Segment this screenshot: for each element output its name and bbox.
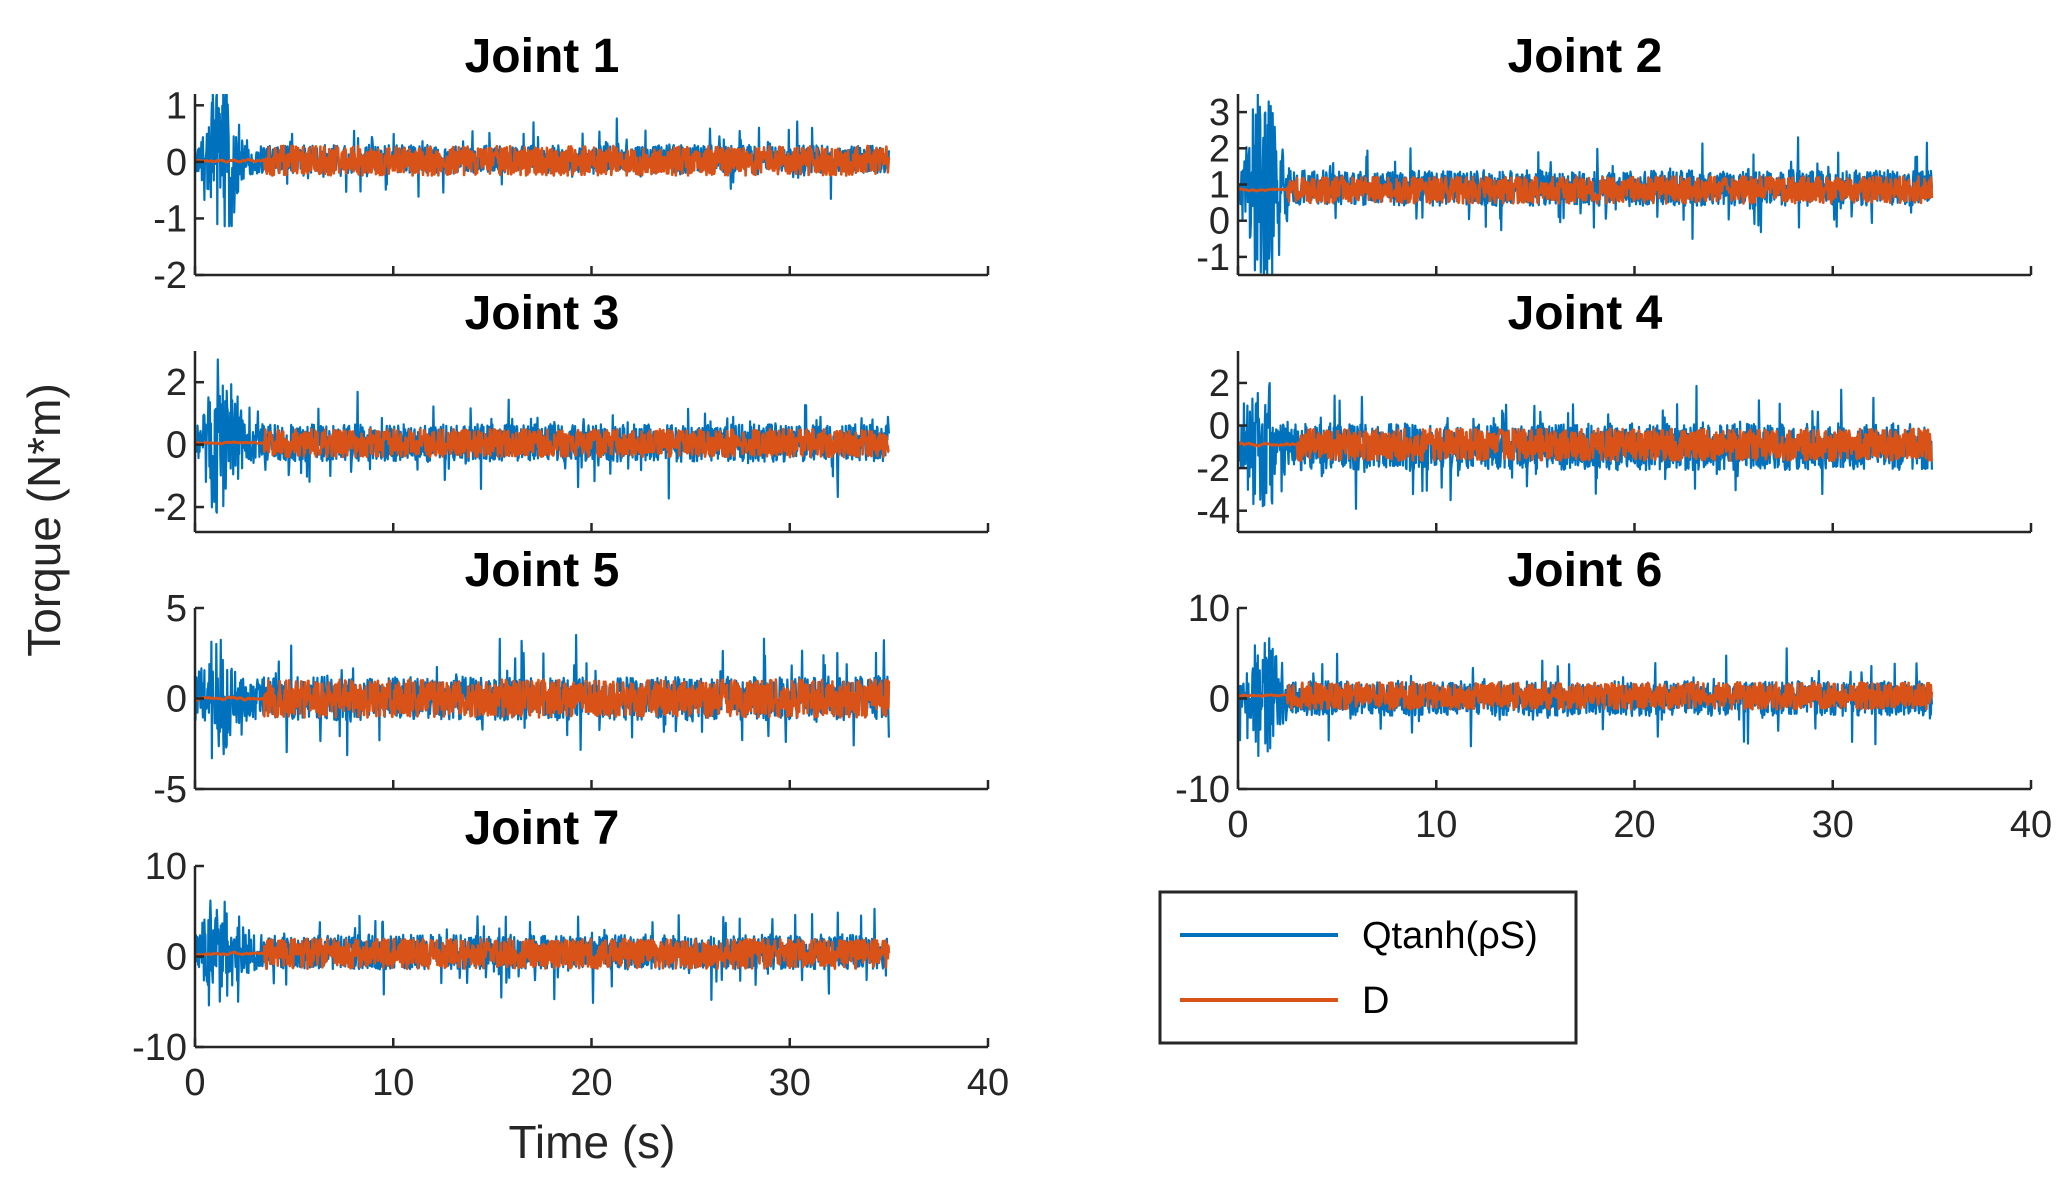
plot-area-joint-1	[195, 94, 891, 228]
x-tick-label-joint-6-1: 10	[1415, 804, 1457, 846]
panel-title-joint-5: Joint 5	[465, 544, 620, 597]
series-d-line-joint-1	[195, 144, 891, 177]
y-tick-label-joint-1-0: -2	[153, 255, 187, 297]
x-tick-label-joint-6-0: 0	[1227, 804, 1248, 846]
panel-title-joint-7: Joint 7	[465, 802, 620, 855]
y-tick-label-joint-7-0: -10	[132, 1027, 187, 1069]
x-tick-label-joint-7-1: 10	[372, 1062, 414, 1104]
plot-area-joint-3	[195, 358, 890, 514]
series-d-line-joint-7	[195, 937, 891, 971]
series-d-line-joint-4	[1238, 427, 1934, 463]
y-tick-label-joint-1-3: 1	[166, 85, 187, 127]
y-tick-label-joint-4-3: 2	[1209, 363, 1230, 405]
plot-area-joint-5	[195, 633, 891, 760]
series-d-line-joint-2	[1238, 175, 1934, 205]
legend-label-qtanh: Qtanh(ρS)	[1362, 915, 1538, 957]
panel-joint-1: Joint 1 -2 -1 0 1	[153, 30, 990, 297]
y-tick-label-joint-2-3: 2	[1209, 128, 1230, 170]
x-axis-label: Time (s)	[509, 1116, 676, 1168]
panel-joint-5: Joint 5 -5 0 5	[153, 544, 990, 811]
y-tick-label-joint-4-2: 0	[1209, 406, 1230, 448]
x-tick-label-joint-6-4: 40	[2010, 804, 2052, 846]
y-tick-label-joint-5-2: 5	[166, 588, 187, 630]
y-tick-label-joint-6-2: 10	[1188, 588, 1230, 630]
y-tick-label-joint-7-1: 0	[166, 937, 187, 979]
y-tick-label-joint-3-1: 0	[166, 425, 187, 467]
panel-title-joint-6: Joint 6	[1508, 544, 1663, 597]
plot-area-joint-2	[1238, 94, 1934, 275]
y-tick-label-joint-4-1: -2	[1196, 448, 1230, 490]
panel-joint-4: Joint 4 -4-202	[1196, 287, 2033, 534]
x-tick-label-joint-7-3: 30	[769, 1062, 811, 1104]
y-tick-label-joint-4-0: -4	[1196, 491, 1230, 533]
legend-box	[1158, 890, 1578, 1045]
y-tick-label-joint-2-2: 1	[1209, 165, 1230, 207]
x-tick-label-joint-7-0: 0	[184, 1062, 205, 1104]
y-tick-label-joint-1-1: -1	[153, 198, 187, 240]
panel-title-joint-2: Joint 2	[1508, 30, 1663, 83]
series-d-line-joint-6	[1238, 680, 1934, 711]
y-tick-label-joint-5-1: 0	[166, 679, 187, 721]
panel-title-joint-3: Joint 3	[465, 287, 620, 340]
y-tick-label-joint-5-0: -5	[153, 769, 187, 811]
x-tick-label-joint-7-2: 20	[570, 1062, 612, 1104]
plot-area-joint-6	[1238, 637, 1934, 758]
y-tick-label-joint-1-2: 0	[166, 142, 187, 184]
y-tick-label-joint-2-0: -1	[1196, 237, 1230, 279]
y-tick-label-joint-6-1: 0	[1209, 679, 1230, 721]
x-tick-label-joint-6-3: 30	[1812, 804, 1854, 846]
y-tick-label-joint-3-0: -2	[153, 487, 187, 529]
series-d-line-joint-5	[195, 678, 891, 719]
y-tick-label-joint-2-4: 3	[1209, 92, 1230, 134]
y-tick-label-joint-7-2: 10	[145, 846, 187, 888]
y-tick-label-joint-2-1: 0	[1209, 201, 1230, 243]
panel-joint-3: Joint 3 -2 0 2	[153, 287, 990, 534]
y-tick-label-joint-3-2: 2	[166, 362, 187, 404]
x-tick-label-joint-7-4: 40	[967, 1062, 1009, 1104]
series-d-line-joint-3	[195, 427, 890, 459]
panel-title-joint-1: Joint 1	[465, 30, 620, 83]
panel-title-joint-4: Joint 4	[1508, 287, 1663, 340]
y-axis-label: Torque (N*m)	[18, 383, 70, 657]
y-tick-label-joint-6-0: -10	[1175, 769, 1230, 811]
x-tick-label-joint-6-2: 20	[1613, 804, 1655, 846]
plot-area-joint-4	[1238, 382, 1934, 510]
legend: Qtanh(ρS) D	[1158, 890, 1578, 1045]
plot-area-joint-7	[195, 899, 891, 1007]
legend-label-d: D	[1362, 980, 1389, 1022]
